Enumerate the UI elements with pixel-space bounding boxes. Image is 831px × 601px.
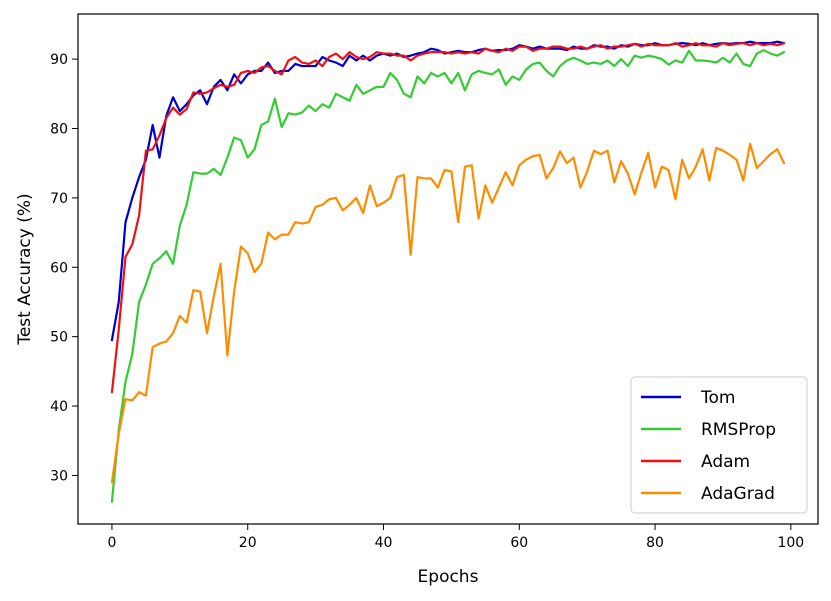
y-axis-ticks: 30 40 50 60 70 80 90 [50, 52, 78, 484]
x-tick-label: 80 [646, 535, 664, 551]
x-axis-title: Epochs [418, 567, 479, 587]
x-tick-label: 40 [375, 535, 393, 551]
x-tick-label: 100 [777, 535, 804, 551]
x-axis-ticks: 0 20 40 60 80 100 [107, 524, 804, 551]
legend-label-tom: Tom [700, 388, 735, 408]
x-tick-label: 60 [510, 535, 528, 551]
legend-label-adagrad: AdaGrad [701, 484, 775, 504]
x-tick-label: 20 [239, 535, 257, 551]
y-tick-label: 40 [50, 399, 68, 415]
y-tick-label: 80 [50, 121, 68, 137]
x-tick-label: 0 [107, 535, 116, 551]
series-line-adam [110, 42, 786, 394]
series-line-rmsprop [110, 48, 786, 503]
legend: Tom RMSProp Adam AdaGrad [630, 376, 808, 514]
y-tick-label: 50 [50, 330, 68, 346]
y-tick-label: 60 [50, 260, 68, 276]
y-tick-label: 90 [50, 52, 68, 68]
legend-label-rmsprop: RMSProp [701, 420, 776, 440]
series-lines [110, 40, 786, 503]
y-tick-label: 70 [50, 191, 68, 207]
legend-box [630, 376, 808, 514]
legend-label-adam: Adam [701, 452, 750, 472]
y-axis-title: Test Accuracy (%) [15, 193, 35, 345]
y-tick-label: 30 [50, 468, 68, 484]
series-line-adagrad [110, 142, 786, 484]
